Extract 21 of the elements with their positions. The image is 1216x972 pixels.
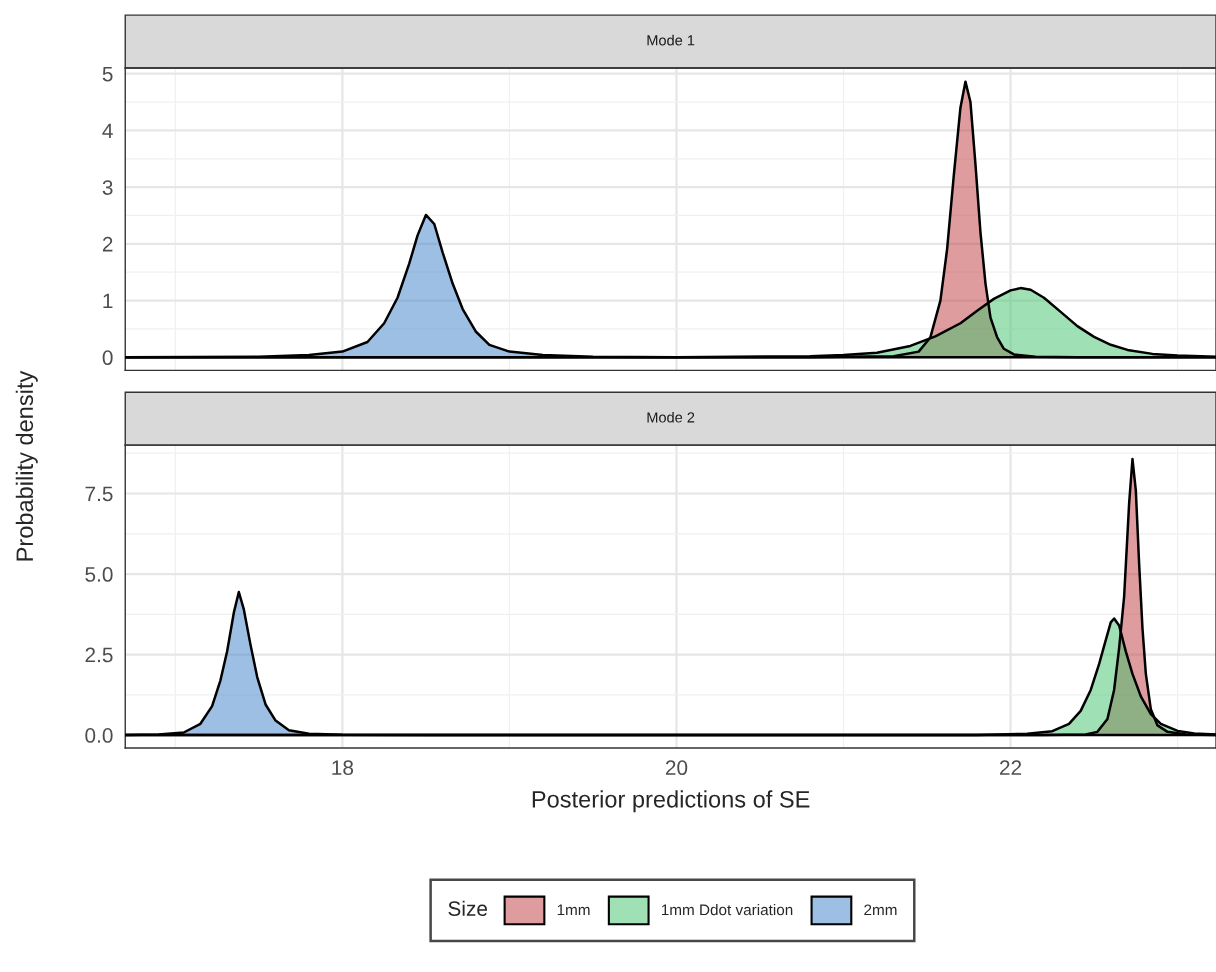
legend-label: 1mm [557, 904, 590, 916]
y-tick-label: 0.0 [85, 728, 113, 743]
chart-title: Mode 1 [647, 34, 695, 46]
legend-label: 1mm Ddot variation [661, 904, 793, 916]
x-tick-label: 20 [665, 760, 688, 776]
y-tick-label: 5 [102, 66, 113, 82]
x-tick-label: 22 [1000, 760, 1022, 775]
x-axis-title: Posterior predictions of SE [532, 790, 810, 813]
legend-title: Size [448, 900, 488, 916]
y-axis-title: Probability density [15, 370, 38, 561]
y-tick-label: 4 [102, 123, 113, 138]
chart-title: Mode 2 [647, 411, 695, 423]
legend-label: 2mm [864, 904, 897, 916]
y-tick-label: 3 [102, 180, 113, 195]
y-tick-label: 2 [102, 236, 113, 252]
y-tick-label: 2.5 [85, 647, 113, 663]
y-tick-label: 1 [103, 293, 113, 309]
y-tick-label: 0 [102, 350, 113, 366]
y-tick-label: 7.5 [85, 486, 113, 502]
x-tick-label: 18 [332, 760, 354, 776]
y-tick-label: 5.0 [85, 567, 113, 582]
